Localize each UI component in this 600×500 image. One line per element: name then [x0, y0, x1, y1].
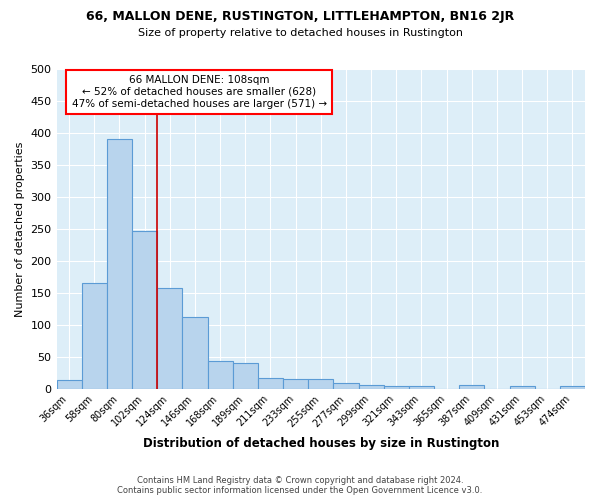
Bar — [258, 378, 283, 389]
Bar — [334, 383, 359, 389]
Bar — [459, 385, 484, 389]
Text: 66, MALLON DENE, RUSTINGTON, LITTLEHAMPTON, BN16 2JR: 66, MALLON DENE, RUSTINGTON, LITTLEHAMPT… — [86, 10, 514, 23]
Bar — [157, 288, 182, 389]
Y-axis label: Number of detached properties: Number of detached properties — [15, 141, 25, 316]
X-axis label: Distribution of detached houses by size in Rustington: Distribution of detached houses by size … — [143, 437, 499, 450]
Text: Contains HM Land Registry data © Crown copyright and database right 2024.
Contai: Contains HM Land Registry data © Crown c… — [118, 476, 482, 495]
Bar — [233, 363, 258, 389]
Bar — [509, 386, 535, 389]
Bar — [56, 380, 82, 389]
Text: Size of property relative to detached houses in Rustington: Size of property relative to detached ho… — [137, 28, 463, 38]
Bar — [359, 385, 383, 389]
Bar — [182, 316, 208, 389]
Bar — [132, 231, 157, 389]
Bar — [208, 360, 233, 389]
Bar — [308, 379, 334, 389]
Text: 66 MALLON DENE: 108sqm
← 52% of detached houses are smaller (628)
47% of semi-de: 66 MALLON DENE: 108sqm ← 52% of detached… — [71, 76, 327, 108]
Bar — [82, 284, 107, 389]
Bar — [383, 386, 409, 389]
Bar — [560, 386, 585, 389]
Bar — [107, 140, 132, 389]
Bar — [283, 379, 308, 389]
Bar — [409, 386, 434, 389]
